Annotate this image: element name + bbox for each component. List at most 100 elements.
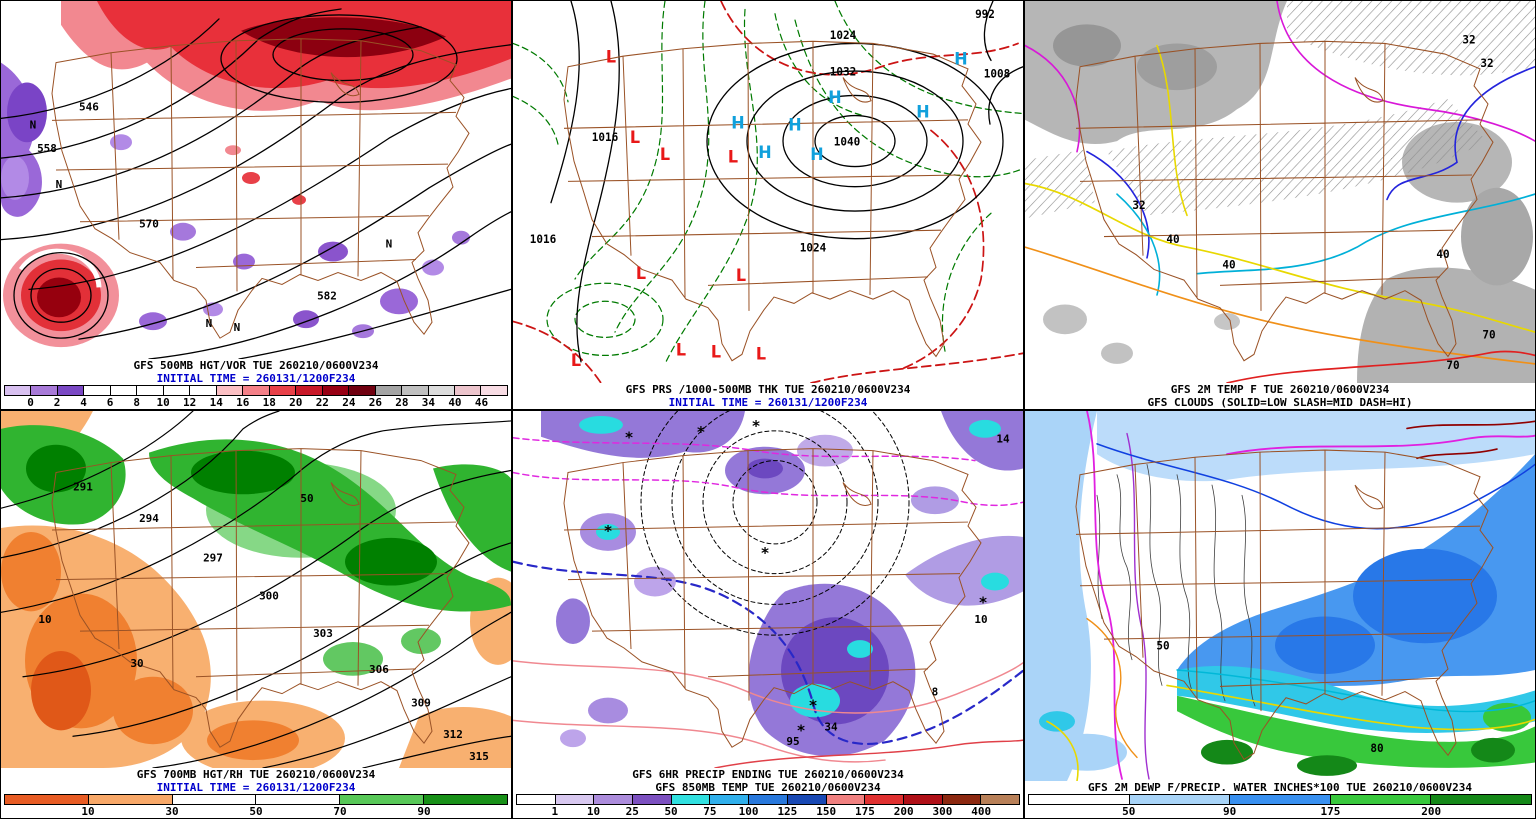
low-symbol: L: [630, 128, 641, 148]
pressure-label: 992: [975, 7, 995, 21]
pressure-label: 1016: [592, 130, 619, 144]
colorbar-segment: [1330, 795, 1432, 804]
colorbar-segment: [296, 386, 323, 395]
temp-label: 32: [1462, 32, 1475, 46]
low-symbol: L: [676, 340, 687, 360]
pressure-label: 1008: [984, 66, 1011, 80]
colorbar-labels: 10 30 50 70 90: [4, 805, 508, 818]
rh-label: 10: [38, 613, 51, 626]
colorbar-tick-label: 30: [165, 805, 179, 818]
init-time-caption: INITIAL TIME = 260131/1200F234: [156, 781, 356, 794]
colorbar-tick-label: 50: [664, 805, 678, 818]
colorbar-segment: [322, 386, 350, 395]
panel-caption: GFS 6HR PRECIP ENDING TUE 260210/0600V23…: [632, 768, 904, 781]
colorbar-segment: [137, 386, 164, 395]
vorticity-shading-purple: [1, 62, 470, 339]
neg-vorticity-symbol: N: [234, 321, 241, 334]
colorbar-tick-label: 90: [417, 805, 431, 818]
low-symbol: L: [571, 351, 582, 371]
colorbar-segment: [594, 795, 634, 804]
colorbar-labels: 0 2 4 6 8 10 12 14 16 18 20 22 24 26 28 34 40 46: [4, 396, 508, 409]
colorbar-segment: [84, 386, 111, 395]
colorbar-tick-label: 18: [262, 396, 276, 409]
low-symbol: L: [736, 266, 747, 286]
neg-vorticity-symbol: N: [56, 178, 63, 191]
colorbar-segment: [633, 795, 672, 804]
panel-caption: GFS PRS /1000-500MB THK TUE 260210/0600V…: [625, 383, 911, 396]
snow-symbol: *: [797, 721, 805, 739]
colorbar-segments: [4, 385, 508, 396]
high-symbol: H: [731, 113, 744, 133]
colorbar-tick-label: 46: [474, 396, 489, 409]
colorbar-segment: [5, 795, 89, 804]
panel-caption: GFS 700MB HGT/RH TUE 260210/0600V234: [136, 768, 376, 781]
colorbar-tick-label: 1: [551, 805, 559, 818]
colorbar-segment: [826, 795, 866, 804]
colorbar-segment: [481, 386, 507, 395]
pwat-contours-terrain: [1096, 464, 1256, 707]
colorbar-segment: [88, 795, 173, 804]
colorbar-tick-label: 22: [315, 396, 329, 409]
high-symbol: H: [916, 102, 929, 122]
colorbar-tick-label: 100: [738, 805, 759, 818]
panel-dewpoint-pwat: 50 80 GFS 2M DEWP F/PRECIP. WATER INCHES…: [1024, 410, 1536, 819]
snow-symbol: *: [625, 429, 633, 447]
colorbar-segment: [787, 795, 827, 804]
dewpoint-colorbar: 50 90 175 200: [1025, 794, 1535, 818]
map-2m-temp-clouds: 32 32 32 40 40 40 70 70: [1025, 1, 1535, 383]
colorbar-segment: [903, 795, 943, 804]
colorbar-segment: [749, 795, 788, 804]
colorbar-segment: [1230, 795, 1331, 804]
colorbar-segment: [340, 795, 425, 804]
pressure-label: 1024: [800, 240, 827, 254]
colorbar-tick-label: 14: [209, 396, 223, 409]
map-mslp-thickness: H H H H H H H L L L L L L L L L L 1024 1…: [513, 1, 1023, 383]
precip-shading: [541, 411, 1023, 757]
colorbar-tick-label: 400: [971, 805, 992, 818]
snow-symbol: *: [697, 423, 705, 441]
colorbar-segment: [172, 795, 257, 804]
temp-label: 70: [1446, 358, 1459, 372]
height-label: 291: [73, 480, 93, 493]
colorbar-tick-label: 28: [395, 396, 409, 409]
critical-thickness-contours: [513, 1, 1023, 383]
colorbar-tick-label: 50: [249, 805, 263, 818]
temp-label: 32: [1132, 198, 1145, 212]
colorbar-segment: [216, 386, 244, 395]
colorbar-segment: [110, 386, 138, 395]
height-label: 306: [369, 663, 389, 676]
init-time-caption: INITIAL TIME = 260131/1200F234: [156, 372, 356, 385]
colorbar-segment: [1029, 795, 1130, 804]
snow-symbol: *: [979, 593, 987, 611]
colorbar-segment: [942, 795, 982, 804]
colorbar-tick-label: 6: [106, 396, 114, 409]
panel-700mb-rh: 291 294 297 300 303 306 309 312 315 50 1…: [0, 410, 512, 819]
dry-shading-orange: [1, 411, 511, 768]
colorbar-tick-label: 75: [703, 805, 717, 818]
colorbar-tick-label: 50: [1122, 805, 1136, 818]
height-label: 570: [139, 218, 159, 231]
colorbar-segment: [1129, 795, 1231, 804]
colorbar-tick-label: 10: [586, 805, 601, 818]
colorbar-tick-label: 24: [342, 396, 356, 409]
snow-symbol: *: [752, 417, 760, 435]
temp-label: 40: [1436, 246, 1449, 260]
colorbar-segment: [269, 386, 297, 395]
colorbar-tick-label: 70: [333, 805, 347, 818]
colorbar-segments: [4, 794, 508, 805]
height-label: 303: [313, 627, 333, 640]
pressure-label: 1024: [830, 28, 857, 42]
colorbar-tick-label: 200: [1421, 805, 1442, 818]
rh-label: 30: [130, 657, 143, 670]
colorbar-segments: [1028, 794, 1532, 805]
panel-caption: GFS 500MB HGT/VOR TUE 260210/0600V234: [133, 359, 379, 372]
colorbar-labels: 50 90 175 200: [1028, 805, 1532, 818]
snow-symbol: *: [809, 697, 817, 715]
colorbar-tick-label: 4: [80, 396, 87, 409]
colorbar-segment: [671, 795, 711, 804]
colorbar-tick-label: 10: [156, 396, 170, 409]
neg-vorticity-symbol: N: [206, 317, 213, 330]
height-label: 546: [79, 100, 99, 113]
colorbar-tick-label: 2: [53, 396, 61, 409]
